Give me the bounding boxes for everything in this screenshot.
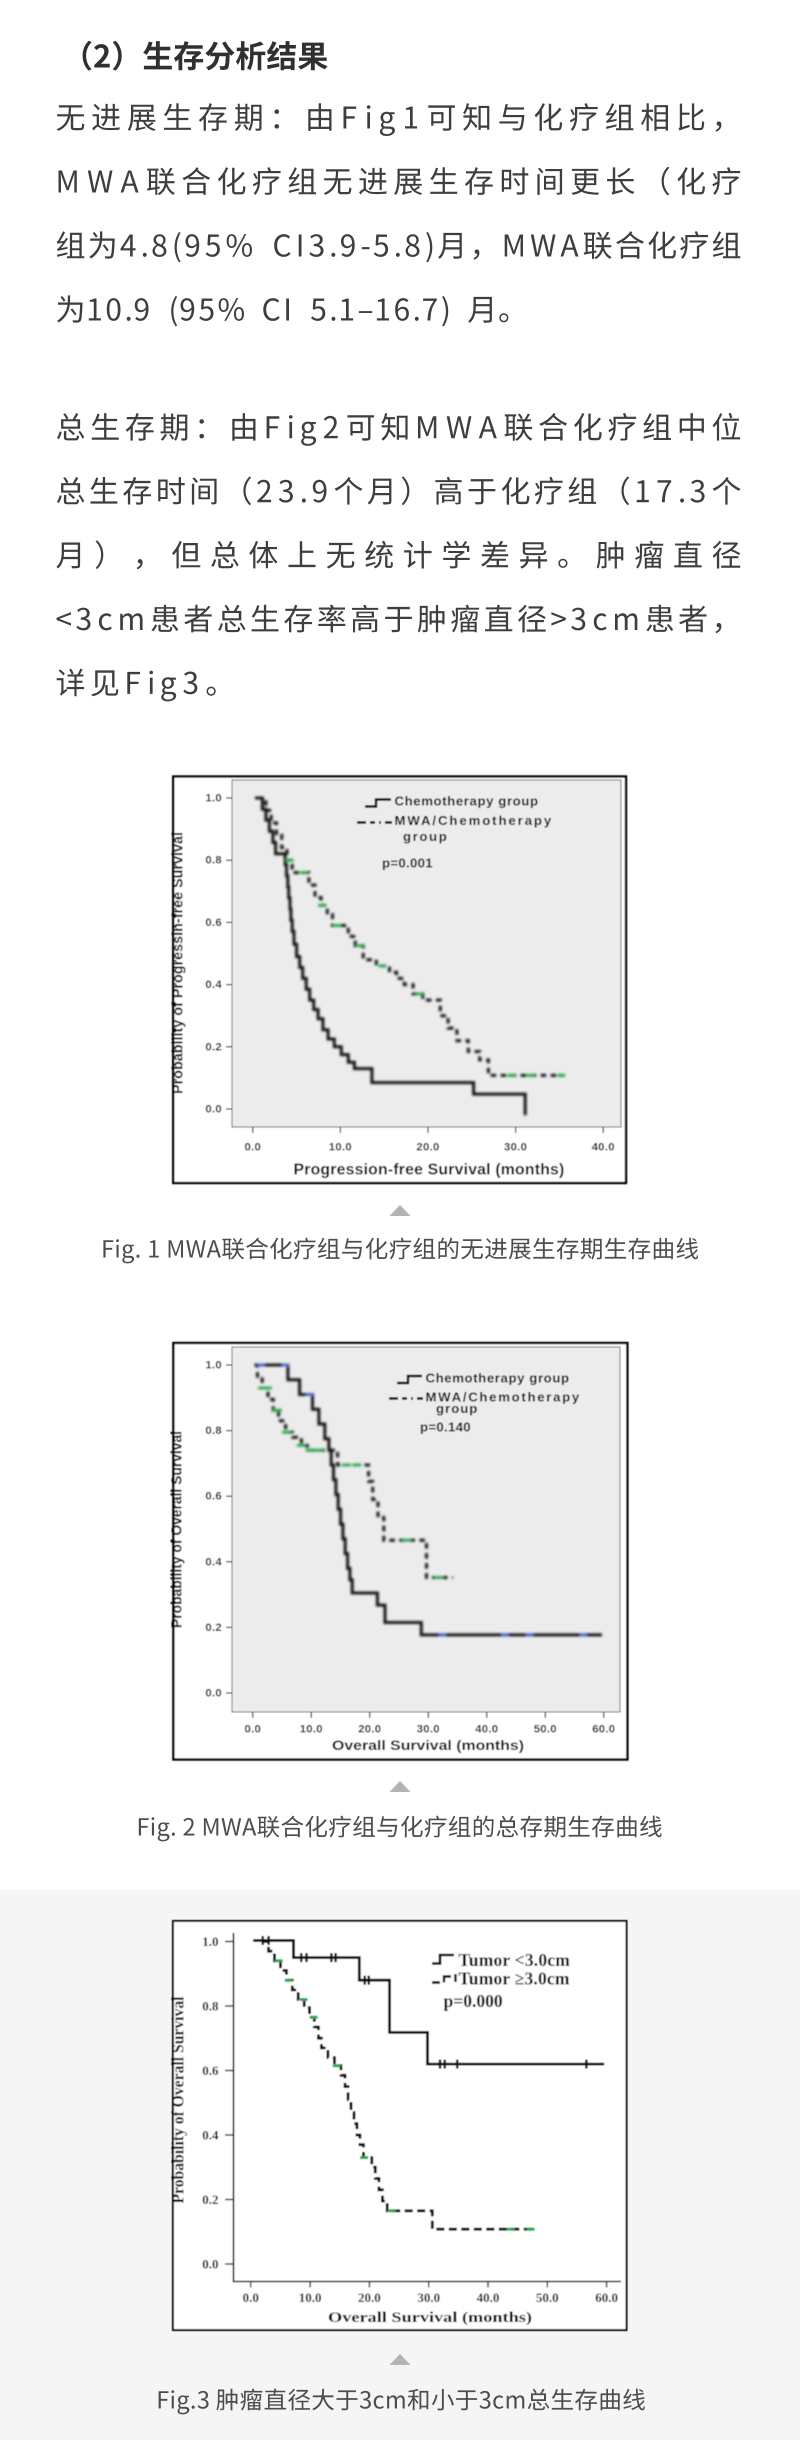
svg-text:1.0: 1.0 xyxy=(205,1360,222,1372)
svg-text:1.0: 1.0 xyxy=(202,1934,218,1949)
svg-text:20.0: 20.0 xyxy=(358,1724,381,1736)
svg-text:Probability of Overall Surviva: Probability of Overall Survival xyxy=(169,1431,186,1628)
svg-text:50.0: 50.0 xyxy=(534,1724,557,1736)
svg-text:Tumor ≥3.0cm: Tumor ≥3.0cm xyxy=(459,1969,570,1989)
svg-text:0.8: 0.8 xyxy=(202,1999,219,2014)
svg-text:0.6: 0.6 xyxy=(202,2063,219,2078)
svg-text:60.0: 60.0 xyxy=(595,2290,618,2305)
svg-text:0.2: 0.2 xyxy=(205,1041,222,1053)
svg-text:0.0: 0.0 xyxy=(244,1142,261,1154)
svg-text:Progression-free Survival (mon: Progression-free Survival (months) xyxy=(293,1162,564,1179)
svg-text:30.0: 30.0 xyxy=(504,1142,527,1154)
svg-text:MWA/Chemotherapy: MWA/Chemotherapy xyxy=(426,1390,581,1405)
svg-text:0.0: 0.0 xyxy=(243,2290,259,2305)
svg-text:0.2: 0.2 xyxy=(205,1622,222,1634)
svg-text:0.0: 0.0 xyxy=(202,2257,218,2272)
svg-text:p=0.140: p=0.140 xyxy=(420,1420,471,1435)
svg-text:10.0: 10.0 xyxy=(329,1142,352,1154)
svg-text:0.0: 0.0 xyxy=(205,1688,222,1700)
svg-text:40.0: 40.0 xyxy=(477,2290,500,2305)
svg-text:10.0: 10.0 xyxy=(300,1724,323,1736)
svg-text:group: group xyxy=(436,1401,478,1416)
svg-text:Probability of Progressin-free: Probability of Progressin-free Survival xyxy=(170,832,187,1094)
svg-text:Chemotherapy group: Chemotherapy group xyxy=(426,1371,570,1386)
svg-text:0.4: 0.4 xyxy=(205,1556,222,1568)
svg-text:0.2: 0.2 xyxy=(202,2192,218,2207)
svg-text:Chemotherapy group: Chemotherapy group xyxy=(395,794,539,809)
svg-text:30.0: 30.0 xyxy=(417,2290,440,2305)
svg-text:20.0: 20.0 xyxy=(358,2290,381,2305)
svg-text:0.0: 0.0 xyxy=(244,1724,261,1736)
svg-text:50.0: 50.0 xyxy=(536,2290,559,2305)
svg-text:p=0.000: p=0.000 xyxy=(444,1991,503,2011)
svg-text:group: group xyxy=(403,829,448,844)
svg-text:1.0: 1.0 xyxy=(205,793,222,805)
svg-text:40.0: 40.0 xyxy=(592,1142,615,1154)
svg-text:40.0: 40.0 xyxy=(475,1724,498,1736)
svg-text:0.4: 0.4 xyxy=(205,979,222,991)
svg-text:0.8: 0.8 xyxy=(205,1425,222,1437)
svg-text:20.0: 20.0 xyxy=(416,1142,439,1154)
svg-text:0.6: 0.6 xyxy=(205,917,222,929)
svg-text:p=0.001: p=0.001 xyxy=(382,856,433,871)
svg-text:MWA/Chemotherapy: MWA/Chemotherapy xyxy=(395,813,554,828)
svg-text:30.0: 30.0 xyxy=(417,1724,440,1736)
svg-text:Probability of Overall Surviva: Probability of Overall Survival xyxy=(169,1996,188,2203)
svg-text:Overall Survival (months): Overall Survival (months) xyxy=(328,2310,532,2326)
svg-text:0.0: 0.0 xyxy=(205,1104,222,1116)
svg-text:10.0: 10.0 xyxy=(299,2290,322,2305)
svg-text:Overall Survival (months): Overall Survival (months) xyxy=(332,1737,524,1753)
svg-text:Tumor <3.0cm: Tumor <3.0cm xyxy=(459,1950,571,1970)
svg-text:0.6: 0.6 xyxy=(205,1491,222,1503)
svg-text:60.0: 60.0 xyxy=(592,1724,615,1736)
svg-text:0.8: 0.8 xyxy=(205,855,222,867)
svg-text:0.4: 0.4 xyxy=(202,2128,219,2143)
